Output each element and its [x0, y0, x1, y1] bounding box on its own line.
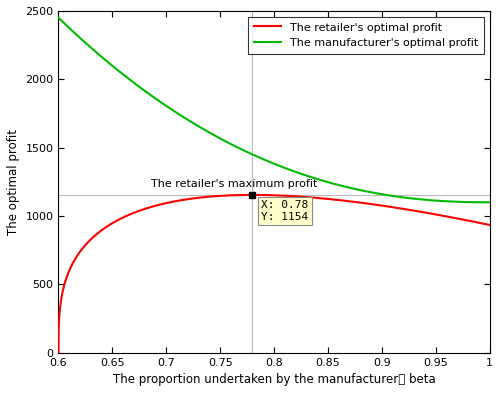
The retailer's optimal profit — [254, 193, 260, 197]
The manufacturer's optimal profit — [254, 154, 260, 159]
The manufacturer's optimal profit — [265, 159, 271, 163]
The retailer's optimal profit — [78, 249, 84, 253]
The retailer's optimal profit — [395, 206, 401, 210]
The manufacturer's optimal profit — [78, 36, 84, 41]
Y-axis label: The optimal profit: The optimal profit — [7, 129, 20, 235]
The retailer's optimal profit — [486, 222, 492, 227]
The manufacturer's optimal profit — [395, 195, 401, 199]
The manufacturer's optimal profit — [486, 200, 492, 205]
The retailer's optimal profit — [250, 193, 256, 197]
The retailer's optimal profit — [266, 193, 272, 197]
The retailer's optimal profit — [474, 220, 480, 225]
The retailer's optimal profit — [56, 350, 62, 355]
Legend: The retailer's optimal profit, The manufacturer's optimal profit: The retailer's optimal profit, The manuf… — [248, 17, 484, 53]
The retailer's optimal profit — [474, 220, 480, 225]
Text: The retailer's maximum profit: The retailer's maximum profit — [151, 179, 318, 189]
The manufacturer's optimal profit — [474, 200, 480, 205]
The manufacturer's optimal profit — [474, 200, 480, 205]
X-axis label: The proportion undertaken by the manufacturer： beta: The proportion undertaken by the manufac… — [112, 373, 436, 386]
Line: The manufacturer's optimal profit: The manufacturer's optimal profit — [58, 18, 490, 202]
Text: X: 0.78
Y: 1154: X: 0.78 Y: 1154 — [261, 200, 308, 222]
The manufacturer's optimal profit — [56, 15, 62, 20]
Line: The retailer's optimal profit: The retailer's optimal profit — [58, 195, 490, 353]
